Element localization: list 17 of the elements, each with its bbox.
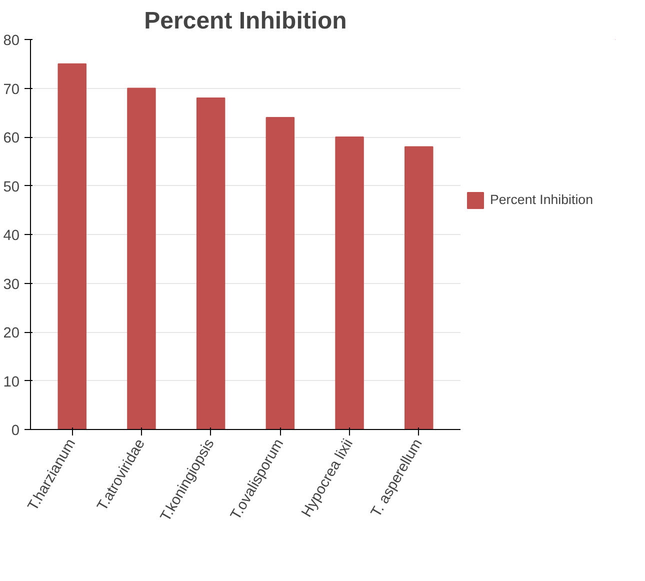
bar [266, 117, 295, 430]
y-tick-label: 50 [3, 179, 20, 196]
bar [404, 146, 434, 430]
y-tick-label: 10 [3, 374, 20, 390]
legend-label: Percent Inhibition [490, 192, 593, 208]
y-tick-label: 60 [3, 130, 20, 146]
y-tick-label: 80 [3, 33, 20, 49]
bar [196, 98, 226, 430]
y-tick-label: 40 [3, 228, 20, 244]
chart-title: Percent Inhibition [144, 8, 347, 34]
bar [127, 88, 156, 430]
bar [58, 63, 86, 430]
y-tick-label: 20 [3, 326, 20, 342]
bar [335, 136, 364, 430]
y-tick-label: 30 [3, 276, 20, 293]
y-tick-label: 0 [11, 423, 20, 439]
y-tick-label: 70 [3, 82, 20, 98]
